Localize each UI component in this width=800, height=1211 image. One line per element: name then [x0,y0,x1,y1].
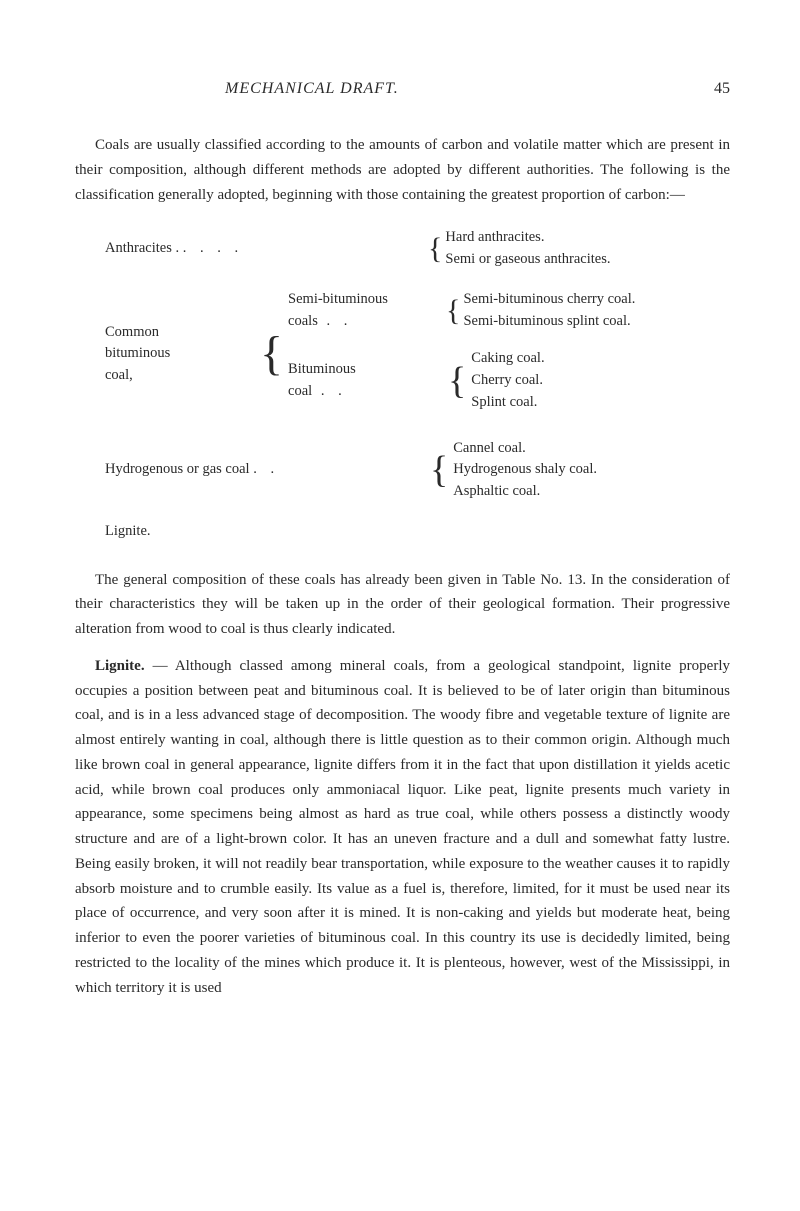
composition-paragraph: The general composition of these coals h… [75,568,730,642]
bituminous-item: Cherry coal. [471,370,544,392]
bituminous-label: bituminous [105,343,255,365]
page-header: MECHANICAL DRAFT. 45 [75,80,730,98]
bituminous-label: coal, [105,365,255,387]
running-title: MECHANICAL DRAFT. [225,80,399,98]
semi-bituminous-item: Semi-bituminous cherry coal. [463,289,635,311]
hydrogenous-label: Hydrogenous or gas coal [105,461,250,477]
hydrogenous-row: Hydrogenous or gas coal . . { Cannel coa… [105,438,730,503]
anthracite-item: Semi or gaseous anthracites. [445,249,610,271]
bituminous-coal-label: Bituminous [288,359,443,381]
bituminous-item: Splint coal. [471,392,544,414]
hydrogenous-item: Hydrogenous shaly coal. [453,459,597,481]
bituminous-item: Caking coal. [471,348,544,370]
intro-paragraph: Coals are usually classified according t… [75,133,730,207]
lignite-label: Lignite. [105,521,255,543]
page-number: 45 [714,80,730,98]
anthracites-row: Anthracites . . . . . { Hard anthracites… [105,227,730,271]
classification-table: Anthracites . . . . . { Hard anthracites… [105,227,730,542]
bituminous-row: Common bituminous coal, { Semi-bituminou… [105,289,730,420]
anthracite-item: Hard anthracites. [445,227,610,249]
lignite-body: — Although classed among mineral coals, … [75,658,730,996]
bituminous-label: Common [105,322,255,344]
bituminous-coal-label: coal [288,383,312,399]
lignite-row: Lignite. [105,521,730,543]
ellipsis: . . . . [183,240,243,256]
lignite-heading: Lignite. [95,658,145,674]
lignite-paragraph: Lignite. — Although classed among minera… [75,654,730,1001]
hydrogenous-item: Cannel coal. [453,438,597,460]
hydrogenous-item: Asphaltic coal. [453,481,597,503]
semi-bituminous-label: coals [288,313,318,329]
semi-bituminous-label: Semi-bituminous [288,289,443,311]
anthracites-label: Anthracites . . . . . [105,238,255,260]
semi-bituminous-item: Semi-bituminous splint coal. [463,311,635,333]
